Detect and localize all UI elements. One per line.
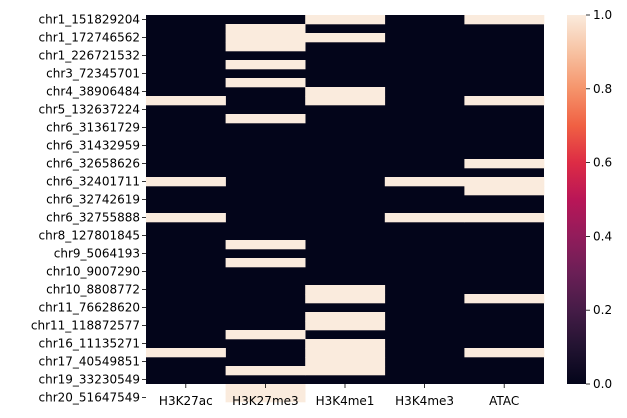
heatmap-cell (464, 213, 545, 223)
heatmap-cell (464, 348, 545, 358)
heatmap-cell (225, 33, 306, 43)
x-tick-label: H3K27ac (159, 394, 213, 408)
heatmap-cell (225, 330, 306, 340)
heatmap-cell (225, 384, 306, 394)
x-tick-label: ATAC (489, 394, 519, 408)
x-tick-label: H3K4me3 (395, 394, 454, 408)
colorbar-tick-label: 0.6 (593, 156, 612, 170)
y-tick-label: chr1_226721532 (39, 49, 140, 63)
heatmap-cell (305, 366, 386, 376)
colorbar-tick-label: 1.0 (593, 8, 612, 22)
y-tick-label: chr6_31432959 (46, 139, 140, 153)
heatmap-cell (225, 114, 306, 124)
heatmap-cell (225, 258, 306, 268)
heatmap-cell (225, 24, 306, 34)
x-tick-label: H3K4me1 (316, 394, 375, 408)
y-tick-label: chr19_33230549 (39, 373, 140, 387)
heatmap-cell (464, 186, 545, 196)
heatmap-cell (225, 240, 306, 250)
heatmap-cell (464, 159, 545, 169)
heatmap-cell (225, 393, 306, 403)
heatmap-cell (146, 96, 226, 106)
heatmap-cell (305, 357, 386, 367)
colorbar-tick-label: 0.0 (593, 377, 612, 391)
heatmap-cell (305, 294, 386, 304)
y-tick-label: chr10_9007290 (46, 265, 140, 279)
heatmap-cell (305, 321, 386, 331)
heatmap-cell (305, 285, 386, 295)
colorbar-tick-label: 0.2 (593, 303, 612, 317)
heatmap-cell (305, 312, 386, 322)
heatmap-cell (305, 96, 386, 106)
y-tick-label: chr9_5064193 (54, 247, 140, 261)
heatmap-cell (305, 87, 386, 97)
heatmap-cell (464, 294, 545, 304)
y-tick-label: chr11_118872577 (31, 319, 140, 333)
heatmap-cell (305, 339, 386, 349)
x-tick-label: H3K27me3 (232, 394, 299, 408)
heatmap-cell (384, 177, 465, 187)
y-tick-labels: chr1_151829204 chr1_172746562 chr1_2267215… (31, 13, 146, 405)
heatmap-cell (464, 177, 545, 187)
heatmap-cell (305, 33, 386, 43)
heatmap-cell (225, 366, 306, 376)
y-tick-label: chr6_32755888 (46, 211, 140, 225)
colorbar-tick-label: 0.4 (593, 229, 612, 243)
colorbar-tick-label: 0.8 (593, 82, 612, 96)
y-tick-label: chr3_72345701 (46, 67, 140, 81)
y-tick-label: chr16_11135271 (39, 337, 140, 351)
y-tick-label: chr8_127801845 (39, 229, 140, 243)
colorbar-gradient (567, 15, 586, 384)
heatmap-cell (464, 15, 545, 25)
colorbar: 0.0 0.2 0.4 0.6 0.8 1.0 (567, 8, 612, 391)
y-tick-label: chr4_38906484 (46, 85, 140, 99)
heatmap-cell (146, 213, 226, 223)
y-tick-label: chr17_40549851 (39, 355, 140, 369)
x-tick-labels: H3K27ac H3K27me3 H3K4me1 H3K4me3 ATAC (159, 384, 519, 408)
heatmap-cell (225, 60, 306, 70)
heatmap-cell (225, 42, 306, 52)
y-tick-label: chr20_51647549 (39, 391, 140, 405)
y-tick-label: chr6_32658626 (46, 157, 140, 171)
heatmap-cell (464, 96, 545, 106)
heatmap-cell (146, 348, 226, 358)
heatmap-cell (384, 213, 465, 223)
heatmap-cell (146, 177, 226, 187)
heatmap-cells (146, 15, 545, 403)
heatmap-cell (305, 348, 386, 358)
y-tick-label: chr1_151829204 (39, 13, 140, 27)
y-tick-label: chr6_32401711 (46, 175, 140, 189)
y-tick-label: chr5_132637224 (39, 103, 140, 117)
y-tick-label: chr1_172746562 (39, 31, 140, 45)
heatmap-cell (225, 78, 306, 88)
y-tick-label: chr6_32742619 (46, 193, 140, 207)
heatmap-cell (305, 15, 386, 25)
y-tick-label: chr11_76628620 (39, 301, 140, 315)
y-tick-label: chr10_8808772 (46, 283, 140, 297)
y-tick-label: chr6_31361729 (46, 121, 140, 135)
